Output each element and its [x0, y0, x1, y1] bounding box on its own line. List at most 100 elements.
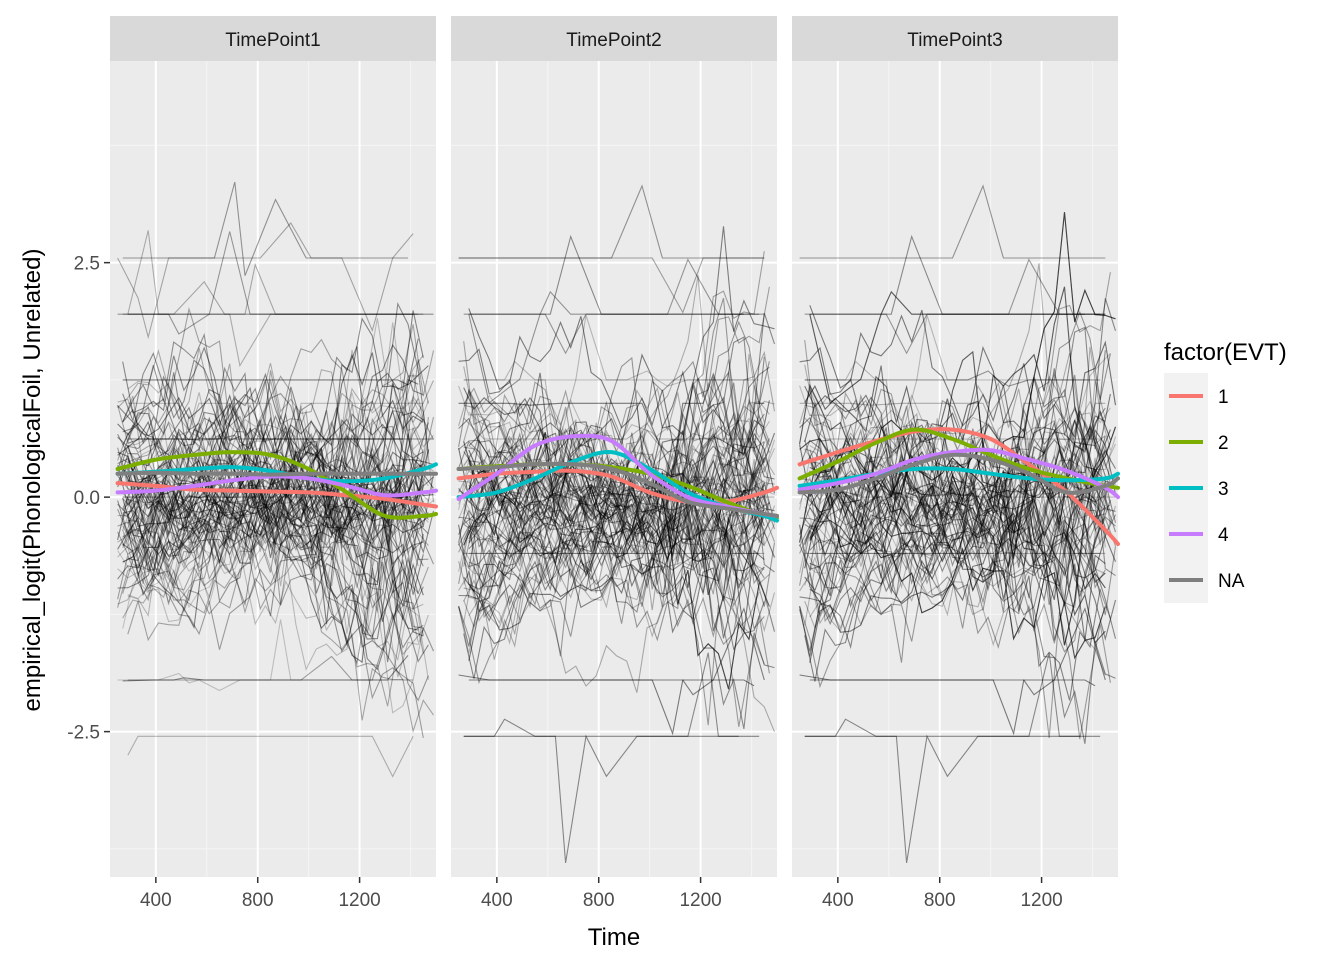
individual-trajectory-line — [809, 449, 1106, 540]
individual-trajectory-line — [804, 652, 1080, 737]
facet-panel-1: TimePoint1 — [110, 16, 438, 877]
individual-trajectory-line — [809, 438, 1117, 590]
individual-trajectory-line — [458, 184, 765, 259]
individual-trajectory-line — [458, 488, 776, 587]
individual-trajectory-line — [117, 386, 434, 458]
individual-trajectory-line — [468, 384, 765, 562]
individual-trajectory-line — [809, 290, 1106, 404]
individual-trajectory-line — [463, 450, 770, 585]
individual-trajectory-line — [809, 305, 1106, 641]
individual-trajectory-line — [117, 451, 424, 571]
series-line-evt-2 — [797, 427, 1120, 490]
individual-trajectory-line — [463, 496, 760, 623]
individual-trajectory-line — [799, 385, 1117, 497]
individual-trajectory-line — [809, 451, 1106, 644]
individual-trajectory-line — [809, 440, 1117, 639]
individual-trajectory-line — [463, 718, 760, 863]
individual-trajectory-line — [468, 251, 765, 613]
individual-trajectory-line — [117, 402, 403, 456]
individual-trajectory-line — [458, 353, 776, 600]
individual-trajectory-line — [799, 674, 1096, 736]
facet-strip — [792, 16, 1118, 61]
individual-trajectory-line — [804, 514, 1101, 597]
individual-trajectory-line — [799, 483, 1116, 744]
legend-item-4: 4 — [1164, 511, 1229, 557]
individual-trajectory-line — [463, 258, 760, 355]
individual-trajectory-line — [122, 375, 419, 561]
individual-trajectory-line — [122, 491, 419, 629]
individual-trajectory-line — [117, 393, 424, 522]
individual-trajectory-line — [122, 378, 419, 646]
individual-trajectory-line — [809, 426, 1117, 646]
series-line-evt-1 — [797, 427, 1120, 546]
individual-trajectory-line — [458, 459, 765, 559]
individual-trajectory-line — [468, 443, 776, 583]
individual-trajectory-line — [468, 290, 765, 404]
individual-trajectory-line — [127, 646, 414, 681]
individual-trajectory-line — [117, 466, 424, 547]
individual-trajectory-line — [458, 452, 765, 625]
individual-trajectory-line — [458, 431, 775, 546]
axes: 400 800 1200 400 800 1200 400 800 1200 -2.5 0.0 2.5 — [67, 254, 1062, 911]
individual-trajectory-line — [458, 336, 765, 539]
individual-trajectory-line — [804, 448, 1111, 568]
individual-trajectory-line — [809, 363, 1106, 494]
legend-item-label: 2 — [1218, 433, 1229, 454]
individual-trajectory-line — [122, 453, 419, 671]
individual-trajectory-line — [127, 438, 424, 539]
individual-trajectory-line — [809, 448, 1116, 498]
legend-title: factor(EVT) — [1164, 339, 1287, 366]
individual-trajectory-line — [799, 420, 1106, 567]
panel-background — [110, 61, 436, 877]
y-axis-tick-label: 2.5 — [74, 254, 100, 275]
individual-trajectory-line — [809, 451, 1106, 644]
y-axis-tick-label: 0.0 — [74, 488, 100, 509]
individual-trajectory-line — [122, 302, 429, 471]
individual-trajectories — [117, 181, 435, 778]
individual-trajectory-line — [122, 475, 419, 614]
individual-trajectory-line — [804, 427, 1101, 701]
individual-trajectory-line — [463, 652, 739, 737]
individual-trajectory-line — [809, 498, 1106, 663]
individual-trajectory-line — [804, 472, 1111, 592]
individual-trajectory-line — [468, 458, 765, 557]
individual-trajectory-line — [127, 506, 424, 617]
individual-trajectory-line — [463, 422, 770, 520]
individual-trajectory-line — [117, 490, 424, 739]
individual-trajectory-line — [127, 519, 424, 653]
individual-trajectory-line — [122, 412, 429, 626]
individual-trajectory-line — [809, 340, 1117, 600]
individual-trajectory-line — [468, 607, 765, 696]
individual-trajectory-line — [799, 426, 1106, 676]
individual-trajectory-line — [799, 470, 1106, 595]
legend-item-na: NA — [1164, 557, 1245, 603]
individual-trajectory-line — [809, 437, 1106, 534]
individual-trajectory-line — [799, 438, 1106, 590]
individual-trajectory-line — [463, 286, 770, 619]
individual-trajectory-line — [468, 308, 765, 632]
individual-trajectory-line — [117, 392, 424, 566]
individual-trajectory-line — [117, 489, 424, 595]
individual-trajectory-line — [458, 448, 775, 547]
individual-trajectory-line — [463, 498, 770, 679]
individual-trajectory-line — [809, 450, 1106, 541]
individual-trajectory-line — [799, 439, 1106, 660]
individual-trajectory-line — [458, 297, 765, 499]
individual-trajectory-line — [127, 380, 435, 577]
individual-trajectory-line — [463, 446, 770, 563]
individual-trajectory-line — [127, 463, 434, 578]
individual-trajectory-line — [458, 426, 765, 552]
series-line-evt-na — [115, 470, 438, 477]
individual-trajectory-line — [804, 497, 1101, 626]
individual-trajectory-line — [804, 370, 1101, 387]
individual-trajectory-line — [122, 453, 429, 614]
individual-trajectory-line — [799, 372, 1106, 505]
individual-trajectory-line — [809, 446, 1117, 616]
individual-trajectory-line — [463, 464, 770, 550]
individual-trajectory-line — [468, 411, 765, 506]
individual-trajectory-line — [804, 417, 1101, 440]
series-line-evt-2 — [115, 450, 438, 520]
individual-trajectory-line — [127, 386, 403, 441]
facet-strip — [451, 16, 777, 61]
